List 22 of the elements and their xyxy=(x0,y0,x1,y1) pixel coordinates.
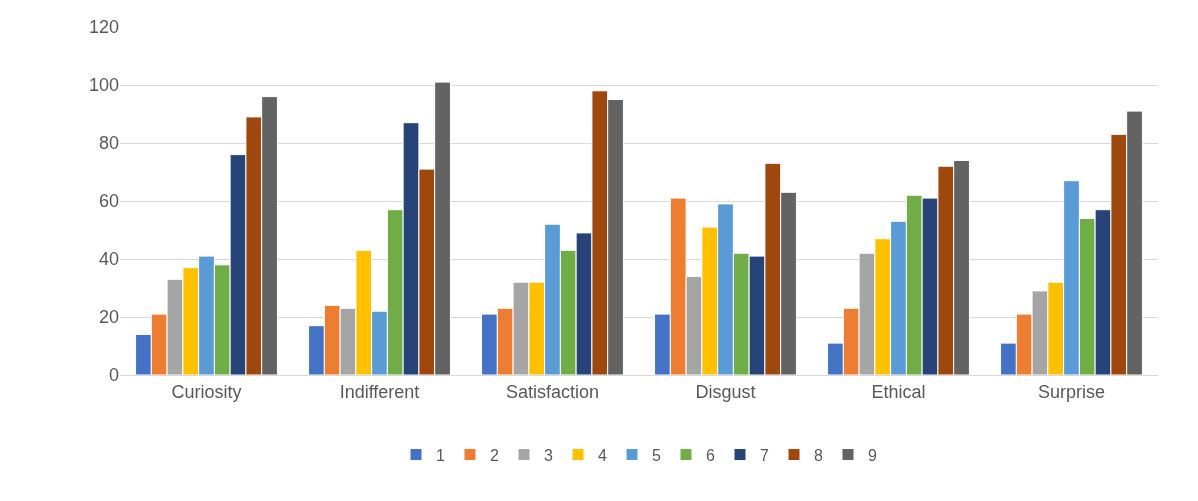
legend-label: 3 xyxy=(544,446,553,464)
y-tick-label: 120 xyxy=(88,17,119,38)
y-tick-label: 40 xyxy=(98,249,119,270)
x-tick-label: Indifferent xyxy=(339,381,420,402)
y-tick-label: 0 xyxy=(108,365,119,386)
x-tick-label: Surprise xyxy=(1037,381,1106,402)
legend-label: 4 xyxy=(598,446,607,464)
legend-label: 9 xyxy=(868,446,877,464)
x-tick-label: Satisfaction xyxy=(505,381,600,402)
y-tick-label: 60 xyxy=(98,191,119,212)
legend-label: 1 xyxy=(436,446,445,464)
legend-label: 2 xyxy=(490,446,499,464)
legend-label: 8 xyxy=(814,446,823,464)
legend-label: 7 xyxy=(760,446,769,464)
y-tick-label: 20 xyxy=(98,307,119,328)
x-tick-label: Curiosity xyxy=(171,381,242,402)
x-tick-label: Disgust xyxy=(695,381,756,402)
y-tick-label: 100 xyxy=(88,75,119,96)
x-tick-label: Ethical xyxy=(871,381,926,402)
legend-label: 6 xyxy=(706,446,715,464)
legend-label: 5 xyxy=(652,446,661,464)
y-tick-label: 80 xyxy=(98,133,119,154)
